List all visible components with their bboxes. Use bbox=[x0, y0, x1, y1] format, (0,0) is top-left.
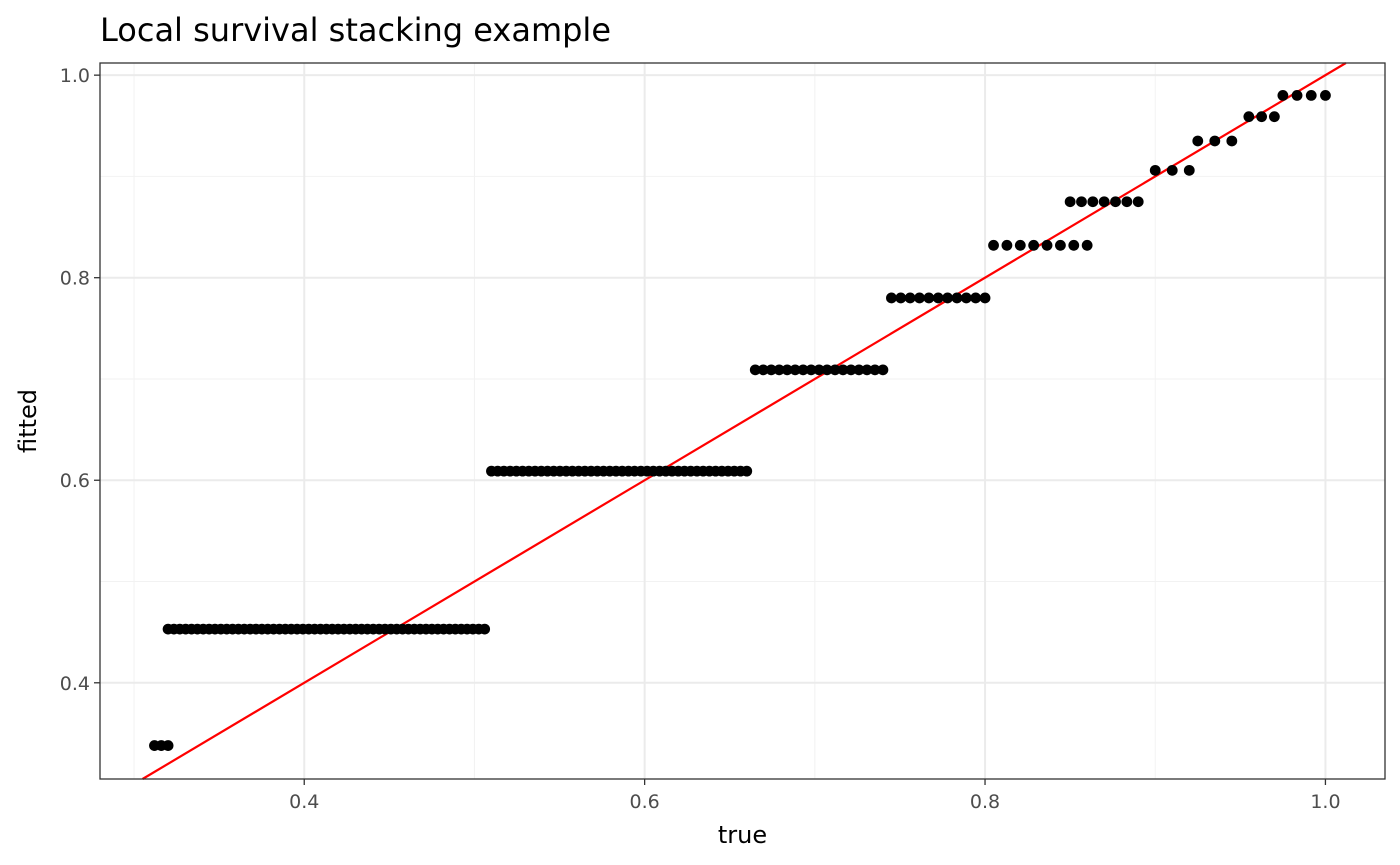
data-point bbox=[960, 292, 972, 304]
data-point bbox=[821, 364, 833, 376]
data-point bbox=[1110, 196, 1121, 208]
data-point bbox=[951, 292, 963, 304]
data-point bbox=[1121, 196, 1133, 208]
x-tick-label: 0.6 bbox=[630, 791, 660, 813]
data-point bbox=[1166, 164, 1178, 176]
chart-title: Local survival stacking example bbox=[100, 11, 611, 49]
data-point bbox=[970, 292, 982, 304]
data-point bbox=[789, 364, 801, 376]
data-point bbox=[1291, 90, 1303, 101]
data-point bbox=[895, 292, 907, 304]
reference-line-layer bbox=[141, 62, 1347, 780]
data-point bbox=[1243, 111, 1255, 123]
data-point bbox=[1226, 135, 1238, 147]
data-point bbox=[773, 364, 785, 376]
data-point bbox=[1192, 135, 1204, 147]
data-point bbox=[932, 292, 944, 304]
data-point bbox=[162, 740, 174, 751]
data-point bbox=[1081, 239, 1093, 251]
data-point bbox=[877, 364, 889, 376]
data-point bbox=[1277, 90, 1289, 101]
data-point bbox=[942, 292, 953, 304]
data-point bbox=[1001, 239, 1013, 251]
data-point bbox=[845, 364, 857, 376]
data-point bbox=[765, 364, 777, 376]
data-point bbox=[1132, 196, 1144, 208]
y-tick-label: 0.6 bbox=[60, 470, 90, 492]
data-point bbox=[886, 292, 897, 304]
data-point bbox=[781, 364, 793, 376]
data-point bbox=[1209, 135, 1221, 147]
data-point bbox=[479, 623, 491, 635]
data-point bbox=[1149, 164, 1161, 176]
data-point bbox=[914, 292, 925, 304]
grid-lines bbox=[100, 63, 1385, 779]
data-point bbox=[1256, 111, 1268, 123]
data-point bbox=[853, 364, 865, 376]
data-point bbox=[1014, 239, 1026, 251]
data-point bbox=[979, 292, 991, 304]
x-tick-label: 1.0 bbox=[1310, 791, 1340, 813]
reference-line bbox=[141, 62, 1347, 780]
data-point bbox=[1068, 239, 1080, 251]
y-tick-label: 1.0 bbox=[60, 65, 90, 87]
data-point bbox=[1320, 90, 1331, 101]
data-point bbox=[1305, 90, 1317, 101]
x-tick-label: 0.8 bbox=[970, 791, 1000, 813]
data-point bbox=[837, 364, 849, 376]
x-axis-title: true bbox=[718, 821, 767, 849]
y-tick-label: 0.8 bbox=[60, 268, 90, 290]
data-point bbox=[904, 292, 916, 304]
data-point bbox=[797, 364, 809, 376]
data-point bbox=[757, 364, 769, 376]
data-point bbox=[988, 239, 999, 251]
x-tick-label: 0.4 bbox=[289, 791, 319, 813]
axis-ticks: 0.4 0.6 0.8 1.0 0.4 0.6 0.8 1.0 bbox=[60, 65, 1341, 813]
data-point bbox=[1028, 239, 1040, 251]
y-axis-title: fitted bbox=[14, 389, 42, 453]
data-point bbox=[805, 364, 817, 376]
data-point bbox=[1041, 239, 1053, 251]
y-tick-label: 0.4 bbox=[60, 673, 90, 695]
data-point bbox=[741, 465, 753, 477]
data-point bbox=[1055, 239, 1066, 251]
data-point bbox=[1098, 196, 1110, 208]
data-point bbox=[861, 364, 873, 376]
data-point bbox=[813, 364, 825, 376]
data-point bbox=[923, 292, 935, 304]
data-points bbox=[149, 90, 1331, 751]
data-point bbox=[1268, 111, 1280, 123]
data-point bbox=[749, 364, 761, 376]
data-point bbox=[1064, 196, 1076, 208]
data-point bbox=[869, 364, 881, 376]
data-point bbox=[1087, 196, 1099, 208]
data-point bbox=[829, 364, 841, 376]
plot-panel-border bbox=[99, 62, 1386, 780]
data-point bbox=[1183, 164, 1195, 176]
data-point bbox=[1076, 196, 1087, 208]
